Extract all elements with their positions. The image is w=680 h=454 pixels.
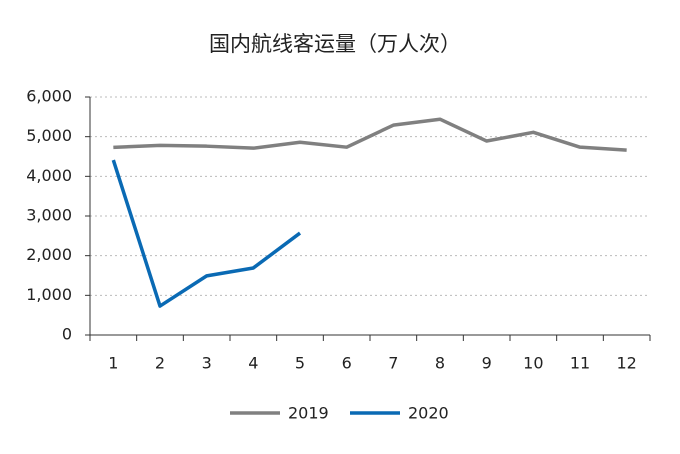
x-tick-label: 11 — [570, 354, 590, 373]
y-tick-label: 0 — [62, 325, 72, 344]
y-tick-label: 6,000 — [26, 87, 72, 106]
x-tick-label: 6 — [342, 354, 352, 373]
x-tick-label: 9 — [482, 354, 492, 373]
x-tick-label: 4 — [248, 354, 258, 373]
x-tick-label: 3 — [202, 354, 212, 373]
y-tick-label: 1,000 — [26, 285, 72, 304]
line-series — [113, 117, 627, 152]
x-tick-label: 10 — [523, 354, 543, 373]
y-tick-label: 2,000 — [26, 245, 72, 264]
x-tick-label: 5 — [295, 354, 305, 373]
chart-title: 国内航线客运量（万人次） — [209, 32, 461, 56]
x-tick-label: 1 — [108, 354, 118, 373]
line-series — [111, 159, 302, 308]
x-tick-label: 7 — [388, 354, 398, 373]
x-tick-label: 8 — [435, 354, 445, 373]
x-tick-label: 2 — [155, 354, 165, 373]
legend-label: 2020 — [408, 404, 449, 423]
y-tick-label: 5,000 — [26, 126, 72, 145]
y-tick-label: 3,000 — [26, 206, 72, 225]
legend-label: 2019 — [288, 404, 329, 423]
y-tick-label: 4,000 — [26, 166, 72, 185]
x-tick-label: 12 — [616, 354, 636, 373]
